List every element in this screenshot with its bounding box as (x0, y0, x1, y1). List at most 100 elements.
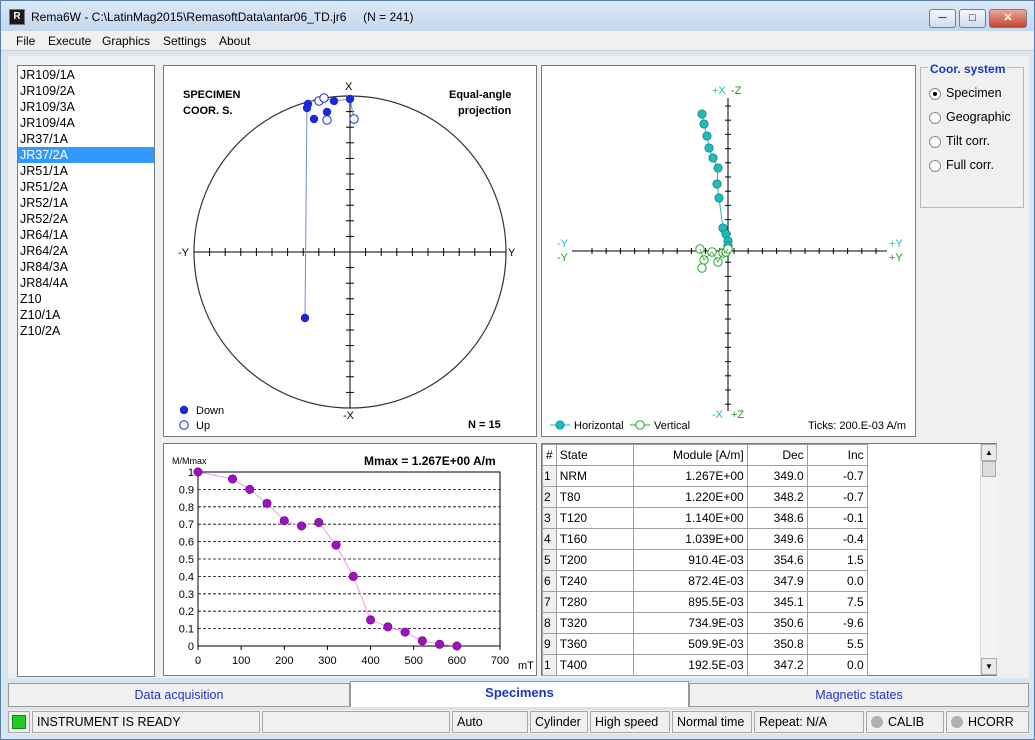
decay-y-tick-label: 1 (188, 467, 194, 479)
table-row[interactable]: 8 T320 734.9E-03 350.6 -9.6 (542, 612, 868, 634)
decay-point (262, 498, 272, 508)
table-row[interactable]: 2 T80 1.220E+00 348.2 -0.7 (542, 486, 868, 508)
tab-magnetic-states[interactable]: Magnetic states (689, 683, 1029, 707)
specimen-list-item[interactable]: Z10 (20, 292, 42, 306)
menu-file[interactable]: File (16, 34, 36, 48)
stereo-axis-bottom: -X (343, 410, 355, 422)
table-row[interactable]: 9 T360 509.9E-03 350.8 5.5 (542, 633, 868, 655)
stereo-axis-top: X (345, 81, 353, 93)
tab-data-acquisition[interactable]: Data acquisition (8, 683, 350, 707)
maximize-button[interactable]: □ (959, 9, 986, 28)
scroll-thumb[interactable] (982, 461, 996, 477)
specimen-list-item[interactable]: JR64/2A (20, 244, 68, 258)
scroll-down-arrow-icon[interactable]: ▼ (981, 658, 997, 675)
table-cell: 5 (542, 549, 557, 571)
menu-execute[interactable]: Execute (48, 34, 92, 48)
zij-axis-left-bottom: -Y (557, 252, 569, 264)
table-header-cell[interactable]: Dec (746, 444, 808, 466)
table-scrollbar[interactable]: ▲ ▼ (980, 444, 997, 675)
table-row[interactable]: 6 T240 872.4E-03 347.9 0.0 (542, 570, 868, 592)
zij-ticks-label: Ticks: 200.E-03 A/m (808, 420, 906, 432)
table-cell: 0.0 (806, 570, 868, 592)
table-cell: 734.9E-03 (632, 612, 748, 634)
close-button[interactable]: ✕ (989, 9, 1027, 28)
table-cell: -0.7 (806, 465, 868, 487)
table-row[interactable]: 3 T120 1.140E+00 348.6 -0.1 (542, 507, 868, 529)
table-cell: -0.4 (806, 528, 868, 550)
menu-graphics[interactable]: Graphics (102, 34, 151, 48)
table-cell: T240 (555, 570, 634, 592)
table-header-cell[interactable]: Module [A/m] (632, 444, 748, 466)
specimen-list-item[interactable]: JR52/2A (20, 212, 68, 226)
specimen-list-item[interactable]: JR84/3A (20, 260, 68, 274)
table-row[interactable]: 1 T400 192.5E-03 347.2 0.0 (542, 654, 868, 676)
stereo-path-line (304, 100, 308, 319)
decay-y-tick-label: 0.5 (179, 554, 194, 566)
decay-point (314, 517, 324, 527)
table-header-cell[interactable]: # (542, 444, 557, 466)
zij-axis-bottom-h: -X (712, 409, 724, 421)
table-row[interactable]: 7 T280 895.5E-03 345.1 7.5 (542, 591, 868, 613)
specimen-list-item[interactable]: JR37/2A (18, 147, 154, 163)
decay-point (228, 474, 238, 484)
decay-x-tick-label: 700 (491, 655, 509, 667)
specimen-list-item[interactable]: JR109/4A (20, 116, 75, 130)
stereonet-plot: SPECIMEN COOR. S. Equal-angle projection… (178, 81, 516, 432)
tab-specimens[interactable]: Specimens (350, 681, 689, 707)
specimen-list-item[interactable]: JR84/4A (20, 276, 68, 290)
table-cell: 872.4E-03 (632, 570, 748, 592)
zij-axis-left-top: -Y (557, 238, 569, 250)
table-cell: 509.9E-03 (632, 633, 748, 655)
specimen-list-item[interactable]: JR51/2A (20, 180, 68, 194)
specimen-list[interactable]: JR109/1A JR109/2A JR109/3A JR109/4A JR37/1A J… (17, 65, 155, 677)
table-cell: 1.5 (806, 549, 868, 571)
specimen-list-item[interactable]: JR51/1A (20, 164, 68, 178)
decay-y-tick-label: 0.6 (179, 537, 194, 549)
main-tabs: Data acquisition Specimens Magnetic stat… (8, 681, 1029, 707)
stereo-axis-left: -Y (178, 247, 190, 259)
specimen-list-item[interactable]: JR109/3A (20, 100, 75, 114)
decay-x-tick-label: 0 (195, 655, 201, 667)
table-cell: 1.267E+00 (632, 465, 748, 487)
table-cell: 192.5E-03 (632, 654, 748, 676)
client-area: JR109/1A JR109/2A JR109/3A JR109/4A JR37/1A J… (8, 56, 1029, 678)
specimen-list-item[interactable]: JR109/2A (20, 84, 75, 98)
window-title: Rema6W - C:\LatinMag2015\RemasoftData\an… (31, 10, 414, 24)
table-cell: T80 (555, 486, 634, 508)
decay-x-tick-label: 600 (448, 655, 466, 667)
table-row[interactable]: 1 NRM 1.267E+00 349.0 -0.7 (542, 465, 868, 487)
legend-down-label: Down (196, 405, 224, 417)
specimen-list-item[interactable]: Z10/2A (20, 324, 61, 338)
status-time: Normal time (672, 711, 752, 733)
table-cell: -9.6 (806, 612, 868, 634)
table-row[interactable]: 4 T160 1.039E+00 349.6 -0.4 (542, 528, 868, 550)
table-cell: 1.220E+00 (632, 486, 748, 508)
menu-about[interactable]: About (219, 34, 251, 48)
table-row[interactable]: 5 T200 910.4E-03 354.6 1.5 (542, 549, 868, 571)
specimen-list-item[interactable]: JR37/1A (20, 132, 68, 146)
decay-point (417, 636, 427, 646)
decay-point (193, 467, 203, 477)
table-header-cell[interactable]: Inc (806, 444, 868, 466)
title-bar[interactable]: R Rema6W - C:\LatinMag2015\RemasoftData\… (1, 1, 1034, 31)
specimen-list-item[interactable]: JR109/1A (20, 68, 75, 82)
stereo-n-label: N = 15 (468, 419, 501, 431)
stereo-point-up (349, 114, 359, 124)
menu-settings[interactable]: Settings (163, 34, 207, 48)
table-cell: -0.7 (806, 486, 868, 508)
table-cell: 354.6 (746, 549, 808, 571)
decay-x-tick-label: 100 (232, 655, 250, 667)
steps-table: # State Module [A/m] Dec Inc 1 NRM 1.267E+00 34… (542, 444, 868, 676)
table-cell: T120 (555, 507, 634, 529)
minimize-button[interactable]: ─ (929, 9, 956, 28)
specimen-list-item[interactable]: JR52/1A (20, 196, 68, 210)
specimen-list-item[interactable]: JR64/1A (20, 228, 68, 242)
table-cell: 347.9 (746, 570, 808, 592)
hcorr-led-icon (951, 716, 963, 728)
specimen-list-item[interactable]: Z10/1A (20, 308, 61, 322)
decay-point (366, 615, 376, 625)
decay-point (383, 622, 393, 632)
decay-point (331, 540, 341, 550)
table-header-cell[interactable]: State (555, 444, 634, 466)
scroll-up-arrow-icon[interactable]: ▲ (981, 444, 997, 461)
